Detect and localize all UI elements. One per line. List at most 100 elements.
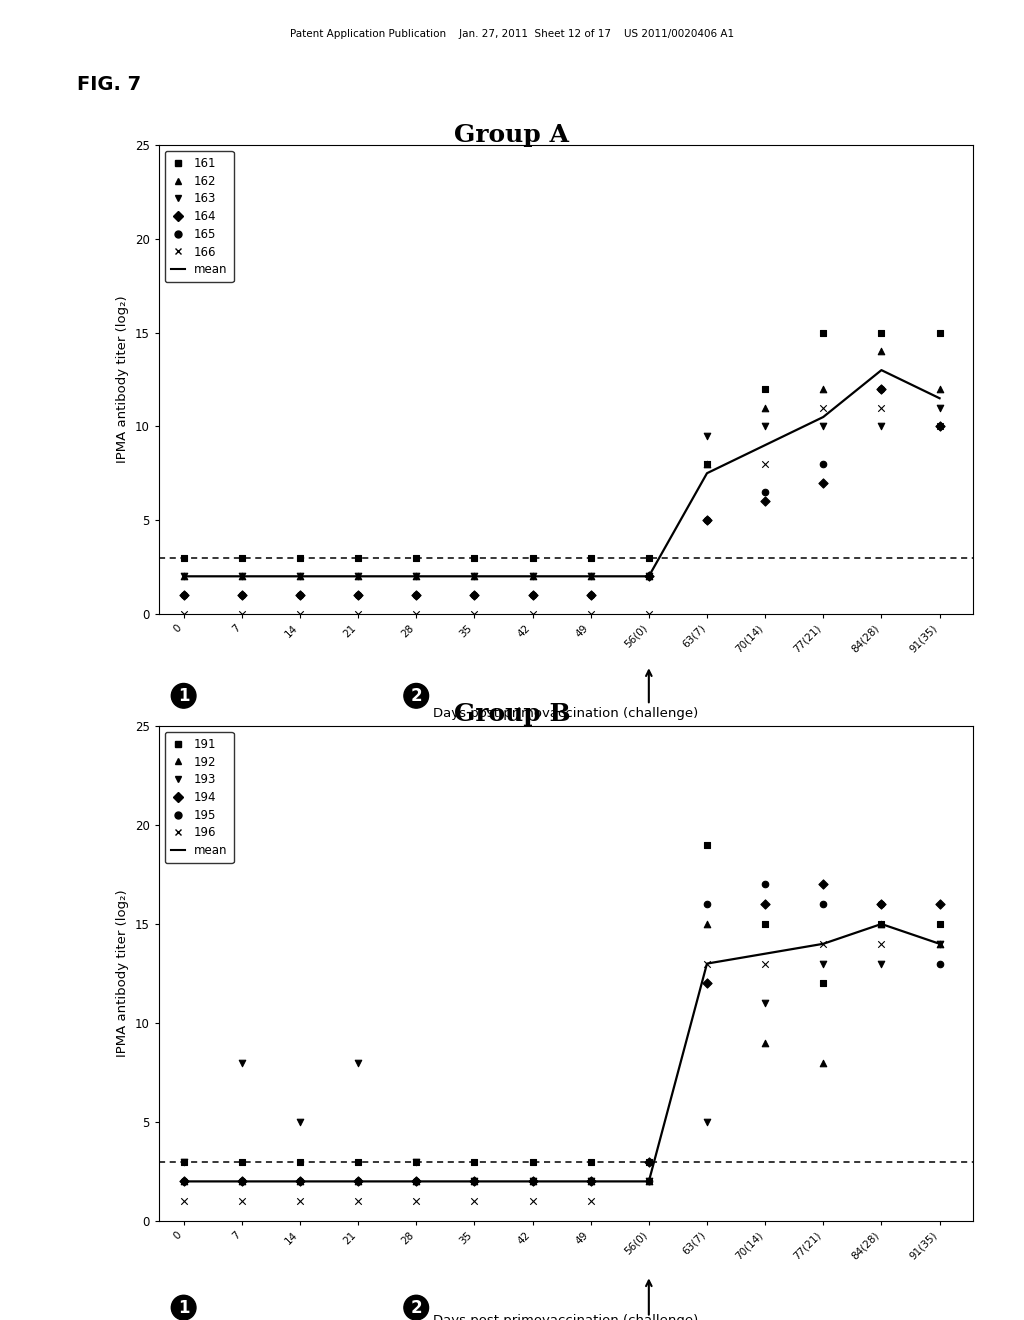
Point xyxy=(466,546,482,568)
Text: 2: 2 xyxy=(411,1299,422,1316)
Point xyxy=(292,603,308,624)
Point xyxy=(408,1151,424,1172)
Point xyxy=(583,546,599,568)
Point xyxy=(815,874,831,895)
Point xyxy=(408,585,424,606)
Point xyxy=(233,585,250,606)
Point xyxy=(350,1151,367,1172)
Point xyxy=(350,603,367,624)
Point xyxy=(583,1151,599,1172)
Point xyxy=(583,585,599,606)
Point xyxy=(815,933,831,954)
Point xyxy=(698,453,715,474)
Point xyxy=(757,1032,773,1053)
Point xyxy=(641,1171,657,1192)
Point xyxy=(175,585,191,606)
Point xyxy=(175,1171,191,1192)
Point xyxy=(350,1191,367,1212)
Point xyxy=(466,1151,482,1172)
Point xyxy=(524,566,541,587)
Point xyxy=(524,1171,541,1192)
Point xyxy=(932,894,948,915)
Point xyxy=(524,1151,541,1172)
Point xyxy=(757,482,773,503)
Point xyxy=(524,603,541,624)
Point xyxy=(815,453,831,474)
Point xyxy=(175,566,191,587)
Point xyxy=(292,585,308,606)
Point xyxy=(583,1171,599,1192)
Point xyxy=(466,566,482,587)
Point xyxy=(873,894,890,915)
Point xyxy=(466,1171,482,1192)
Point xyxy=(233,1171,250,1192)
Point xyxy=(698,973,715,994)
Point xyxy=(873,322,890,343)
Point xyxy=(873,933,890,954)
Point xyxy=(815,973,831,994)
Point xyxy=(524,546,541,568)
Point xyxy=(233,603,250,624)
Point xyxy=(815,397,831,418)
Point xyxy=(757,953,773,974)
Point xyxy=(815,953,831,974)
Point xyxy=(292,1171,308,1192)
Point xyxy=(524,1171,541,1192)
Point xyxy=(175,1191,191,1212)
Point xyxy=(641,1151,657,1172)
Point xyxy=(408,1171,424,1192)
Point xyxy=(408,566,424,587)
Point xyxy=(350,585,367,606)
Text: Group B: Group B xyxy=(454,702,570,726)
Point xyxy=(932,933,948,954)
Point xyxy=(408,566,424,587)
Point xyxy=(698,1111,715,1133)
Point xyxy=(932,933,948,954)
Point xyxy=(466,1171,482,1192)
Point xyxy=(233,1151,250,1172)
Point xyxy=(698,510,715,531)
Point xyxy=(175,546,191,568)
Point xyxy=(641,1171,657,1192)
Point xyxy=(815,416,831,437)
Point xyxy=(698,913,715,935)
X-axis label: Days post primovaccination (challenge): Days post primovaccination (challenge) xyxy=(433,1315,698,1320)
Point xyxy=(583,1171,599,1192)
Text: Group A: Group A xyxy=(455,123,569,147)
Point xyxy=(233,1052,250,1073)
Point xyxy=(350,1052,367,1073)
Point xyxy=(757,913,773,935)
Point xyxy=(873,341,890,362)
Point xyxy=(292,1171,308,1192)
Point xyxy=(583,1171,599,1192)
Point xyxy=(873,379,890,400)
Point xyxy=(292,1151,308,1172)
Text: Patent Application Publication    Jan. 27, 2011  Sheet 12 of 17    US 2011/00204: Patent Application Publication Jan. 27, … xyxy=(290,29,734,40)
Point xyxy=(815,322,831,343)
Point xyxy=(408,1171,424,1192)
Point xyxy=(175,1151,191,1172)
Point xyxy=(350,585,367,606)
Point xyxy=(292,1111,308,1133)
Point xyxy=(175,585,191,606)
Point xyxy=(408,603,424,624)
Point xyxy=(524,566,541,587)
Point xyxy=(466,603,482,624)
Point xyxy=(583,566,599,587)
Legend: 191, 192, 193, 194, 195, 196, mean: 191, 192, 193, 194, 195, 196, mean xyxy=(165,731,233,863)
Point xyxy=(292,566,308,587)
Point xyxy=(932,416,948,437)
Point xyxy=(233,566,250,587)
Point xyxy=(466,566,482,587)
Point xyxy=(932,933,948,954)
Point xyxy=(932,322,948,343)
Point xyxy=(524,1191,541,1212)
Text: 1: 1 xyxy=(178,1299,189,1316)
Point xyxy=(175,1151,191,1172)
Point xyxy=(175,1171,191,1192)
Point xyxy=(757,397,773,418)
Point xyxy=(583,585,599,606)
Point xyxy=(932,416,948,437)
Point xyxy=(233,566,250,587)
Point xyxy=(408,1171,424,1192)
